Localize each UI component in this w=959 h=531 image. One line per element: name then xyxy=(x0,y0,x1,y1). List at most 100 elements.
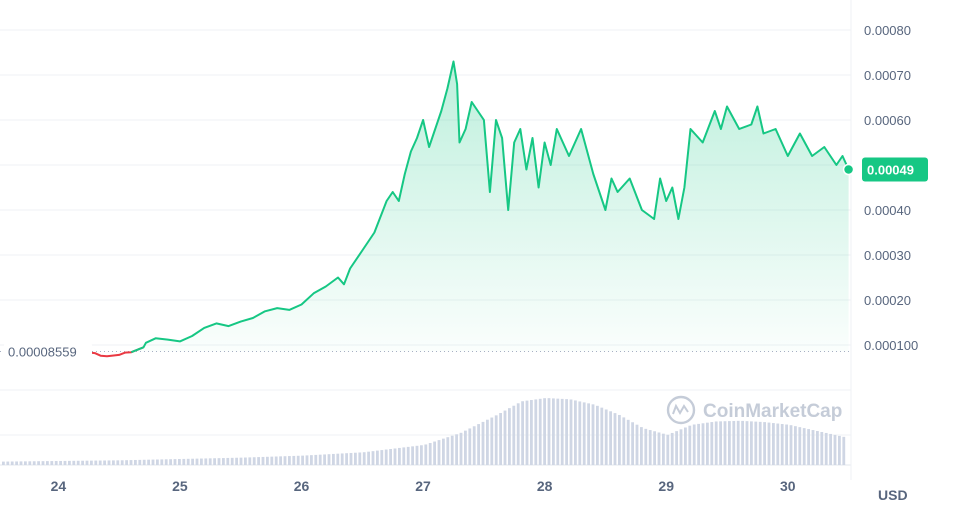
volume-bar xyxy=(248,457,252,465)
volume-bar xyxy=(547,398,551,465)
volume-bar xyxy=(587,403,590,465)
volume-bar xyxy=(574,400,577,465)
volume-bar xyxy=(76,460,80,465)
x-axis-ticks: 24 25 26 27 28 29 30 xyxy=(51,478,796,494)
volume-bar xyxy=(745,421,749,465)
volume-bar xyxy=(415,445,419,465)
volume-bar xyxy=(393,448,397,465)
volume-bar xyxy=(477,424,480,465)
volume-bar xyxy=(6,461,10,465)
reference-price-badge: 0.00008559 xyxy=(4,342,92,361)
volume-bar xyxy=(19,461,23,465)
current-price-badge[interactable]: 0.00049 xyxy=(862,157,928,182)
volume-bar xyxy=(503,410,507,465)
volume-bar xyxy=(433,441,436,465)
x-tick-label: 24 xyxy=(51,478,67,494)
volume-bar xyxy=(758,421,762,465)
volume-bar xyxy=(653,431,656,465)
volume-bar xyxy=(406,446,410,465)
volume-bar xyxy=(292,455,296,465)
volume-bar xyxy=(420,445,423,465)
volume-bar xyxy=(604,409,608,465)
volume-bar xyxy=(103,460,106,465)
price-area-fill xyxy=(46,61,849,352)
volume-bar xyxy=(468,428,472,465)
volume-bar xyxy=(32,461,36,465)
volume-bar xyxy=(543,398,546,465)
volume-bar xyxy=(732,420,736,465)
y-tick-label: 0.00040 xyxy=(864,203,911,218)
volume-bar xyxy=(398,447,401,465)
volume-bar xyxy=(54,461,58,465)
volume-bar xyxy=(68,460,71,465)
volume-bar xyxy=(684,427,687,465)
volume-bar xyxy=(208,458,212,465)
volume-bar xyxy=(662,433,665,465)
volume-bar xyxy=(402,447,406,465)
volume-bar xyxy=(217,458,221,465)
volume-bar xyxy=(763,422,766,465)
volume-bar xyxy=(10,461,14,465)
volume-bar xyxy=(358,452,362,465)
volume-bar xyxy=(807,429,810,465)
volume-bar xyxy=(94,460,98,465)
volume-bar xyxy=(486,419,489,465)
reference-price-label: 0.00008559 xyxy=(8,344,77,359)
volume-bar xyxy=(376,450,379,465)
volume-bar xyxy=(538,398,542,465)
volume-bar xyxy=(508,408,511,465)
volume-bar xyxy=(560,398,564,465)
volume-bar xyxy=(349,452,353,465)
volume-bar xyxy=(336,453,340,465)
price-area xyxy=(46,61,849,352)
volume-bar xyxy=(455,434,458,465)
volume-bar xyxy=(829,433,832,465)
volume-bar xyxy=(2,461,5,465)
volume-bar xyxy=(371,451,375,465)
volume-bar xyxy=(235,457,238,465)
volume-bar xyxy=(701,423,705,465)
volume-bar xyxy=(838,435,841,465)
volume-bar xyxy=(226,457,230,465)
volume-bar xyxy=(24,461,27,465)
volume-bar xyxy=(173,459,177,465)
volume-bar xyxy=(257,457,260,465)
volume-bar xyxy=(261,456,265,465)
x-tick-label: 25 xyxy=(172,478,188,494)
volume-bar xyxy=(640,427,643,465)
volume-bar xyxy=(63,460,67,465)
volume-bar xyxy=(772,423,775,465)
volume-bar xyxy=(169,459,172,465)
volume-bar xyxy=(723,421,727,465)
volume-bar xyxy=(811,430,815,465)
volume-bar xyxy=(442,438,445,465)
x-tick-label: 26 xyxy=(294,478,310,494)
volume-bar xyxy=(490,417,494,465)
volume-bar xyxy=(354,452,357,465)
x-tick-label: 28 xyxy=(537,478,553,494)
volume-bar xyxy=(635,424,639,465)
volume-bar xyxy=(798,427,802,465)
volume-bar xyxy=(666,434,670,465)
volume-bars xyxy=(2,398,846,465)
volume-bar xyxy=(446,437,450,465)
volume-bar xyxy=(380,450,384,465)
volume-bar xyxy=(688,425,692,465)
current-price-dot[interactable] xyxy=(842,163,855,176)
volume-bar xyxy=(327,454,331,465)
y-tick-label: 0.000100 xyxy=(864,338,918,353)
volume-bar xyxy=(266,456,269,465)
current-price-label: 0.00049 xyxy=(867,163,914,178)
volume-bar xyxy=(200,458,203,465)
volume-bar xyxy=(332,453,335,465)
currency-unit-label: USD xyxy=(878,487,908,503)
volume-bar xyxy=(459,432,463,465)
volume-bar xyxy=(59,460,62,465)
volume-bar xyxy=(318,454,322,465)
volume-bar xyxy=(323,454,326,465)
volume-bar xyxy=(609,411,612,465)
volume-bar xyxy=(46,461,49,465)
volume-bar xyxy=(424,444,428,465)
